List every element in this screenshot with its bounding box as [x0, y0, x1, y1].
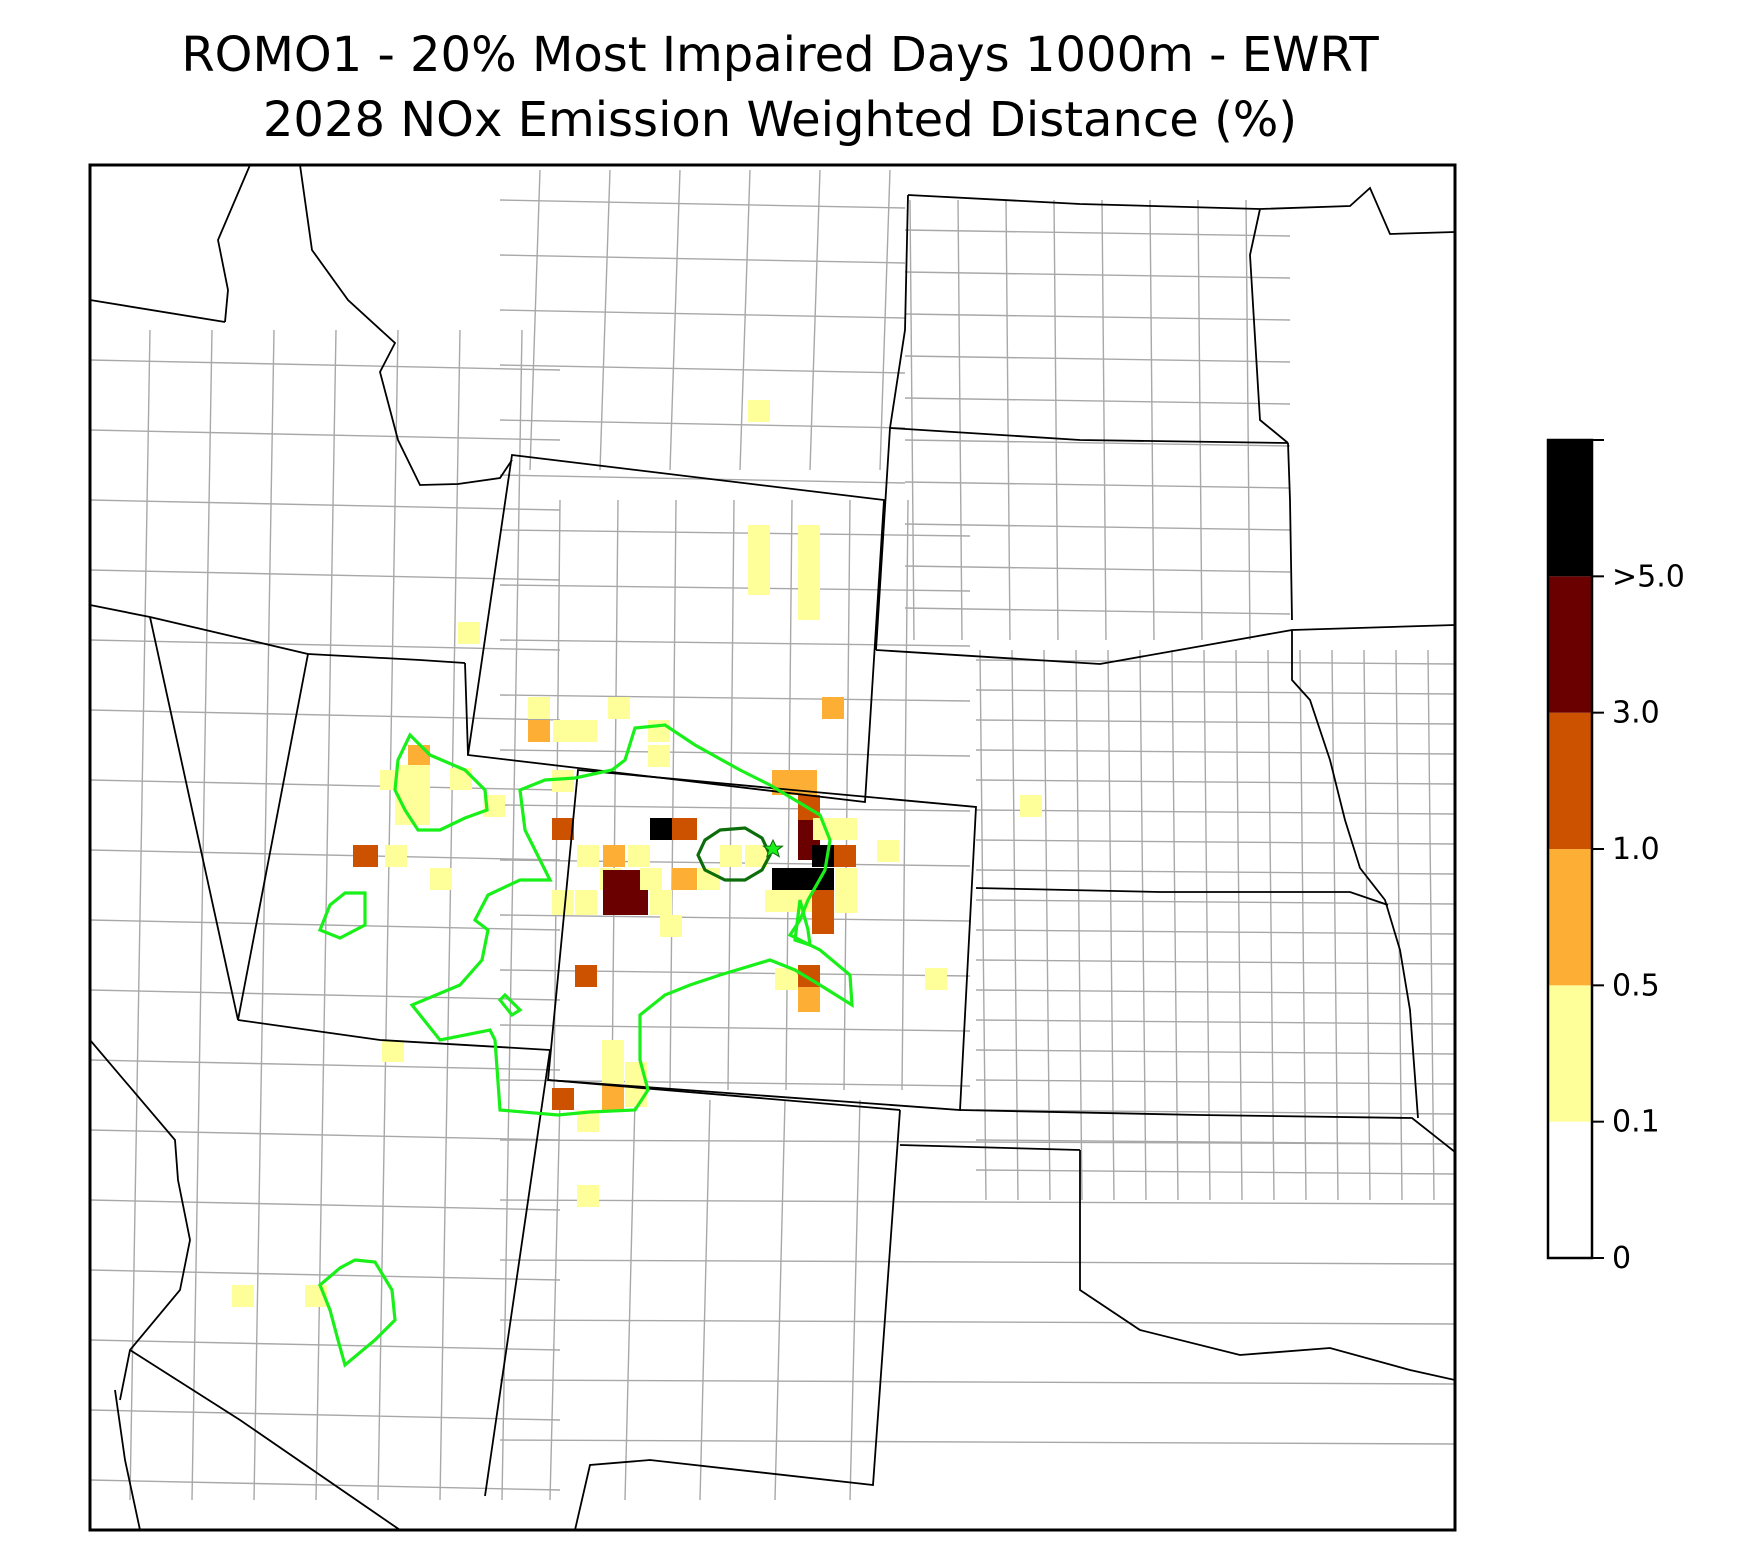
emission-cell: [790, 868, 812, 890]
emission-cell: [577, 1185, 599, 1207]
emission-cell: [672, 818, 697, 840]
emission-cell: [835, 818, 857, 840]
emission-cell: [877, 840, 899, 862]
map-title-line2: 2028 NOx Emission Weighted Distance (%): [262, 92, 1298, 148]
emission-cell: [385, 845, 407, 867]
emission-cell: [552, 1088, 574, 1110]
emission-cell: [458, 622, 480, 644]
contour-lines: [317, 723, 854, 1368]
colorbar-segment: [1548, 712, 1592, 849]
colorbar-segment: [1548, 849, 1592, 986]
colorbar-tick-label: 0: [1612, 1241, 1631, 1276]
emission-cell: [528, 697, 550, 719]
county-boundaries: [90, 169, 1455, 1501]
colorbar-tick-label: 3.0: [1612, 696, 1660, 731]
emission-cell: [650, 818, 672, 840]
state-boundaries: [90, 165, 1455, 1530]
colorbar-tick-label: 0.1: [1612, 1105, 1660, 1140]
emission-cell: [812, 890, 834, 912]
emission-cell: [353, 845, 378, 867]
map-frame: [88, 163, 1457, 1532]
emission-cell: [1020, 795, 1042, 817]
emission-cell: [745, 845, 767, 867]
emission-cell: [528, 720, 550, 742]
emission-cell: [232, 1285, 254, 1307]
emission-cell: [672, 868, 697, 890]
monitor-site-star-icon: [762, 838, 784, 858]
emission-cell: [603, 845, 625, 867]
emission-cell: [483, 795, 505, 817]
emission-cell: [382, 1040, 404, 1062]
emission-cell: [430, 868, 452, 890]
emission-cell: [772, 890, 794, 912]
emission-cell: [798, 525, 820, 620]
colorbar-tick-label: >5.0: [1612, 559, 1685, 594]
emission-cell: [628, 845, 650, 867]
emission-cell: [552, 770, 574, 792]
emission-cell: [822, 697, 844, 719]
emission-cell: [640, 868, 662, 890]
emission-cell: [602, 1040, 624, 1062]
emission-cell: [602, 1062, 624, 1084]
emission-cell: [575, 965, 597, 987]
emission-cell: [748, 525, 770, 595]
emission-cell: [835, 868, 857, 913]
emission-cell: [553, 720, 597, 742]
emission-cell: [577, 845, 599, 867]
map-title-line1: ROMO1 - 20% Most Impaired Days 1000m - E…: [181, 27, 1379, 83]
emission-cell: [608, 697, 630, 719]
emission-cell: [720, 845, 742, 867]
colorbar-segment: [1548, 1121, 1592, 1258]
colorbar-segment: [1548, 440, 1592, 577]
emission-cell: [552, 818, 574, 840]
emission-cell: [575, 890, 597, 915]
colorbar-segment: [1548, 985, 1592, 1122]
emission-cell: [603, 890, 648, 915]
emission-cell: [834, 845, 856, 867]
emission-cell: [602, 1085, 624, 1110]
emission-cell: [650, 890, 672, 915]
emission-cell: [648, 745, 670, 767]
colorbar-segment: [1548, 576, 1592, 713]
outer-contour: [409, 723, 854, 1117]
emission-cell: [577, 1110, 599, 1132]
emission-cell: [925, 968, 947, 990]
emission-cell: [660, 915, 682, 937]
inner-contour: [696, 826, 772, 882]
emission-cell: [812, 912, 834, 934]
emission-cell: [552, 890, 574, 915]
emission-cell: [798, 987, 820, 1012]
colorbar-tick-label: 1.0: [1612, 832, 1660, 867]
emission-cell: [775, 968, 797, 990]
emission-cell: [772, 868, 794, 890]
emission-cell: [748, 400, 770, 422]
colorbar-tick-label: 0.5: [1612, 968, 1660, 1003]
emission-cell: [625, 1062, 647, 1107]
